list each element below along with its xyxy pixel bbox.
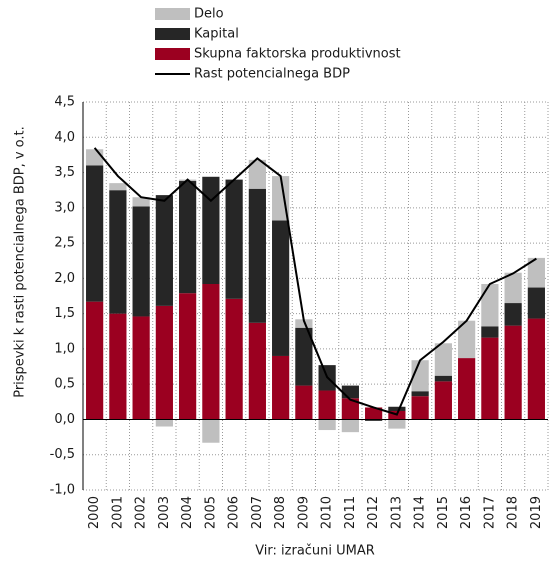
bar bbox=[458, 358, 476, 420]
y-tick-label: 2,0 bbox=[54, 271, 75, 286]
bar bbox=[295, 327, 313, 386]
bar bbox=[527, 257, 545, 288]
bar bbox=[434, 375, 452, 382]
x-tick-label: 2018 bbox=[506, 496, 521, 529]
bar bbox=[86, 149, 104, 166]
bar bbox=[365, 407, 383, 420]
bar bbox=[295, 385, 313, 420]
x-tick-label: 2000 bbox=[87, 496, 102, 529]
y-tick-label: 1,0 bbox=[54, 341, 75, 356]
x-tick-label: 2015 bbox=[436, 496, 451, 529]
x-tick-label: 2014 bbox=[413, 496, 428, 529]
bar bbox=[481, 337, 499, 420]
x-tick-label: 2002 bbox=[134, 496, 149, 529]
bar bbox=[341, 398, 359, 420]
y-axis-title: Prispevki k rasti potencialnega BDP, v o… bbox=[13, 126, 28, 398]
bar bbox=[481, 284, 499, 327]
bar bbox=[388, 419, 406, 429]
x-tick-label: 2008 bbox=[273, 496, 288, 529]
bar bbox=[481, 326, 499, 338]
x-tick-label: 2004 bbox=[180, 496, 195, 529]
y-tick-label: 2,5 bbox=[54, 236, 75, 251]
bar bbox=[132, 197, 150, 207]
x-tick-label: 2006 bbox=[227, 496, 242, 529]
x-tick-label: 2011 bbox=[343, 496, 358, 529]
legend-swatch bbox=[155, 48, 190, 60]
y-tick-label: 4,5 bbox=[54, 95, 75, 110]
x-axis-title: Vir: izračuni UMAR bbox=[255, 544, 375, 559]
bar bbox=[86, 165, 104, 302]
bar bbox=[225, 298, 243, 420]
bar bbox=[504, 303, 522, 326]
y-tick-label: 4,0 bbox=[54, 130, 75, 145]
legend-label: Kapital bbox=[194, 27, 239, 42]
x-tick-label: 2007 bbox=[250, 496, 265, 529]
bar bbox=[248, 188, 266, 323]
bar bbox=[179, 181, 197, 294]
x-tick-label: 2010 bbox=[320, 496, 335, 529]
bar bbox=[248, 322, 266, 420]
bar bbox=[132, 206, 150, 317]
x-tick-label: 2012 bbox=[366, 496, 381, 529]
x-tick-label: 2013 bbox=[389, 496, 404, 529]
bar bbox=[411, 391, 429, 397]
x-tick-label: 2001 bbox=[110, 496, 125, 529]
bar bbox=[179, 293, 197, 420]
legend-swatch bbox=[155, 8, 190, 20]
legend-label: Rast potencialnega BDP bbox=[194, 67, 350, 82]
bar bbox=[388, 406, 406, 411]
bar bbox=[86, 301, 104, 420]
x-tick-label: 2017 bbox=[482, 496, 497, 529]
bar bbox=[132, 316, 150, 420]
bar bbox=[155, 419, 173, 427]
bar bbox=[202, 419, 220, 443]
bar bbox=[318, 390, 336, 420]
bar bbox=[434, 381, 452, 420]
bar bbox=[202, 284, 220, 420]
bar bbox=[272, 355, 290, 420]
bar bbox=[318, 419, 336, 431]
bar bbox=[527, 318, 545, 420]
bar bbox=[109, 313, 127, 420]
bar bbox=[458, 320, 476, 359]
legend-label: Skupna faktorska produktivnost bbox=[194, 47, 401, 62]
bar bbox=[365, 419, 383, 421]
bar bbox=[109, 190, 127, 314]
legend-label: Delo bbox=[194, 7, 224, 22]
x-tick-label: 2005 bbox=[203, 496, 218, 529]
bar bbox=[341, 419, 359, 433]
x-tick-label: 2003 bbox=[157, 496, 172, 529]
bar bbox=[295, 319, 313, 328]
bar bbox=[504, 272, 522, 304]
bar bbox=[272, 176, 290, 221]
y-tick-label: 3,0 bbox=[54, 200, 75, 215]
bar bbox=[272, 220, 290, 356]
bar bbox=[248, 159, 266, 189]
y-tick-label: -1,0 bbox=[50, 483, 75, 498]
bar bbox=[109, 183, 127, 191]
y-tick-label: 1,5 bbox=[54, 306, 75, 321]
y-tick-label: 3,5 bbox=[54, 165, 75, 180]
bar bbox=[155, 305, 173, 420]
line bbox=[93, 147, 537, 416]
y-tick-label: 0,5 bbox=[54, 377, 75, 392]
bar bbox=[411, 396, 429, 420]
y-tick-label: -0,5 bbox=[50, 447, 75, 462]
bar bbox=[434, 343, 452, 376]
y-tick-label: 0,0 bbox=[54, 412, 75, 427]
bar bbox=[202, 176, 220, 285]
x-tick-label: 2016 bbox=[459, 496, 474, 529]
bar bbox=[527, 287, 545, 319]
x-tick-label: 2019 bbox=[529, 496, 544, 529]
bar bbox=[341, 385, 359, 399]
bar bbox=[225, 179, 243, 299]
legend-swatch bbox=[155, 28, 190, 40]
x-tick-label: 2009 bbox=[296, 496, 311, 529]
bar bbox=[155, 195, 173, 306]
bar bbox=[504, 325, 522, 420]
